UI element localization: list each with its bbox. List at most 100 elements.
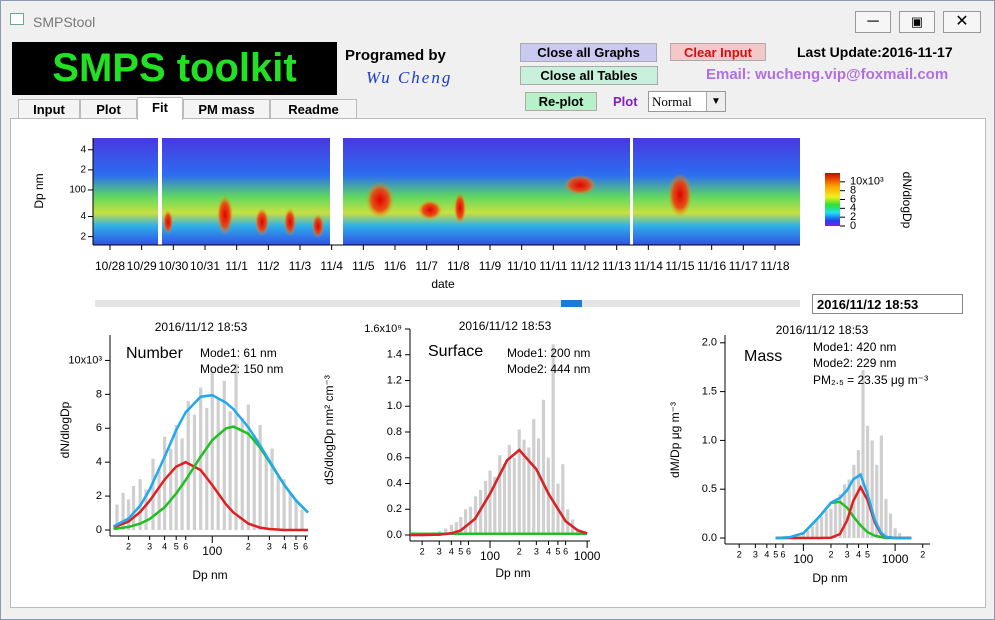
tab-active[interactable]: Fit (137, 97, 183, 120)
x-tick-label: 10/31 (190, 259, 220, 273)
x-tick-label: 6 (466, 546, 471, 556)
x-tick-label: 1000 (574, 549, 601, 563)
y-axis-label: dS/dlogDp nm² cm⁻³ (322, 375, 336, 485)
x-tick-label: 100 (793, 552, 813, 566)
x-tick-label: 6 (780, 549, 785, 559)
x-tick-label: 6 (303, 541, 308, 551)
histogram-bar (536, 438, 541, 535)
histogram-bar (258, 424, 262, 530)
histogram-bar (270, 448, 274, 530)
x-tick-label: 4 (282, 541, 287, 551)
y-tick-label: 0 (96, 524, 102, 536)
mode-label: Mode2: 150 nm (200, 362, 283, 376)
tab[interactable]: Readme (270, 99, 357, 119)
slider-thumb[interactable] (561, 300, 582, 307)
histogram-bar (824, 510, 828, 538)
x-tick-label: 100 (202, 544, 222, 558)
slider-track[interactable] (95, 300, 800, 307)
x-tick-label: 11/3 (289, 259, 312, 273)
x-tick-label: 5 (865, 549, 870, 559)
mode-label: Mode2: 229 nm (813, 356, 896, 370)
histogram-bar (517, 429, 521, 535)
histogram-bar (186, 401, 190, 530)
tab[interactable]: PM mass (183, 99, 270, 119)
y-tick-label: 1.6x10⁹ (364, 323, 402, 335)
plot-label: Plot (613, 94, 638, 109)
x-tick-label: 11/18 (760, 259, 789, 273)
histogram-bar (838, 494, 842, 538)
x-tick-label: 11/11 (539, 259, 568, 273)
histogram-bar (893, 528, 897, 538)
histogram-bar (483, 480, 488, 535)
histogram-bar (228, 411, 232, 530)
histogram-bar (498, 455, 502, 535)
fit-curve (410, 448, 588, 537)
histogram-bar (888, 513, 893, 538)
x-axis-label: Dp nm (192, 568, 227, 582)
histogram-bar (898, 533, 902, 538)
x-tick-label: 5 (293, 541, 298, 551)
close-graphs-button[interactable]: Close all Graphs (520, 43, 657, 62)
histogram-bar (169, 448, 173, 530)
histogram-bar (210, 370, 214, 530)
logo: SMPS toolkit (12, 42, 337, 95)
x-tick-label: 11/15 (665, 259, 694, 273)
minimize-button[interactable]: ─ (855, 11, 891, 33)
histogram-bar (246, 404, 250, 530)
fit-curve (113, 393, 309, 528)
histogram-bar (252, 435, 256, 530)
y-tick-label: 2 (96, 490, 102, 502)
y-tick-label: 2.0 (702, 337, 717, 349)
y-tick-label: 1.2 (387, 374, 402, 386)
x-tick-label: 11/6 (384, 259, 407, 273)
histogram-bar (810, 526, 815, 538)
x-tick-label: 4 (856, 549, 861, 559)
histogram-bar (121, 492, 125, 530)
replot-button[interactable]: Re-plot (525, 92, 597, 111)
histogram-bar (507, 444, 511, 535)
dropdown-arrow[interactable]: ▼ (706, 92, 725, 111)
time-field[interactable]: 2016/11/12 18:53 (812, 294, 963, 314)
histogram-bar (222, 380, 226, 530)
histogram-bar (234, 363, 238, 530)
x-tick-label: 4 (449, 546, 454, 556)
close-tables-button[interactable]: Close all Tables (520, 66, 658, 85)
pm-label: PM₂.₅ = 23.35 μg m⁻³ (813, 373, 928, 387)
tab[interactable]: Input (18, 99, 80, 119)
y-tick-label: 0.2 (387, 503, 402, 515)
x-tick-label: 3 (845, 549, 850, 559)
histogram-bar (174, 424, 178, 530)
tab[interactable]: Plot (80, 99, 137, 119)
colorbar-tick-label: 8 (850, 185, 856, 197)
histogram-bar (282, 479, 286, 530)
mode-label: Mode1: 420 nm (813, 340, 896, 354)
y-tick-label: 4 (96, 456, 102, 468)
x-axis-label: date (431, 277, 455, 291)
x-tick-label: 10/28 (95, 259, 125, 273)
histogram-bar (879, 435, 883, 538)
x-tick-label: 5 (773, 549, 778, 559)
y-tick-label: 100 (69, 185, 86, 196)
histogram-bar (829, 508, 833, 538)
histogram-bar (240, 418, 244, 530)
x-tick-label: 11/1 (225, 259, 248, 273)
app-icon (10, 13, 24, 25)
histogram-bar (276, 475, 280, 530)
y-tick-label: 2 (80, 231, 86, 242)
maximize-button[interactable]: ▣ (899, 11, 935, 33)
x-tick-label: 2 (920, 549, 925, 559)
x-tick-label: 6 (563, 546, 568, 556)
close-button[interactable]: ✕ (943, 11, 981, 33)
x-tick-label: 4 (162, 541, 167, 551)
histogram-bar (575, 528, 580, 535)
y-tick-label: 1.5 (702, 386, 717, 398)
y-tick-label: 8 (96, 388, 102, 400)
x-tick-label: 11/14 (634, 259, 663, 273)
x-tick-label: 2 (517, 546, 522, 556)
mode-label: Mode1: 200 nm (507, 346, 590, 360)
colorbar-label: dN/dlogDp (900, 172, 914, 229)
plot-select[interactable]: Normal ▼ (648, 91, 726, 112)
clear-input-button[interactable]: Clear Input (670, 43, 766, 61)
x-tick-label: 2 (420, 546, 425, 556)
x-tick-label: 5 (458, 546, 463, 556)
